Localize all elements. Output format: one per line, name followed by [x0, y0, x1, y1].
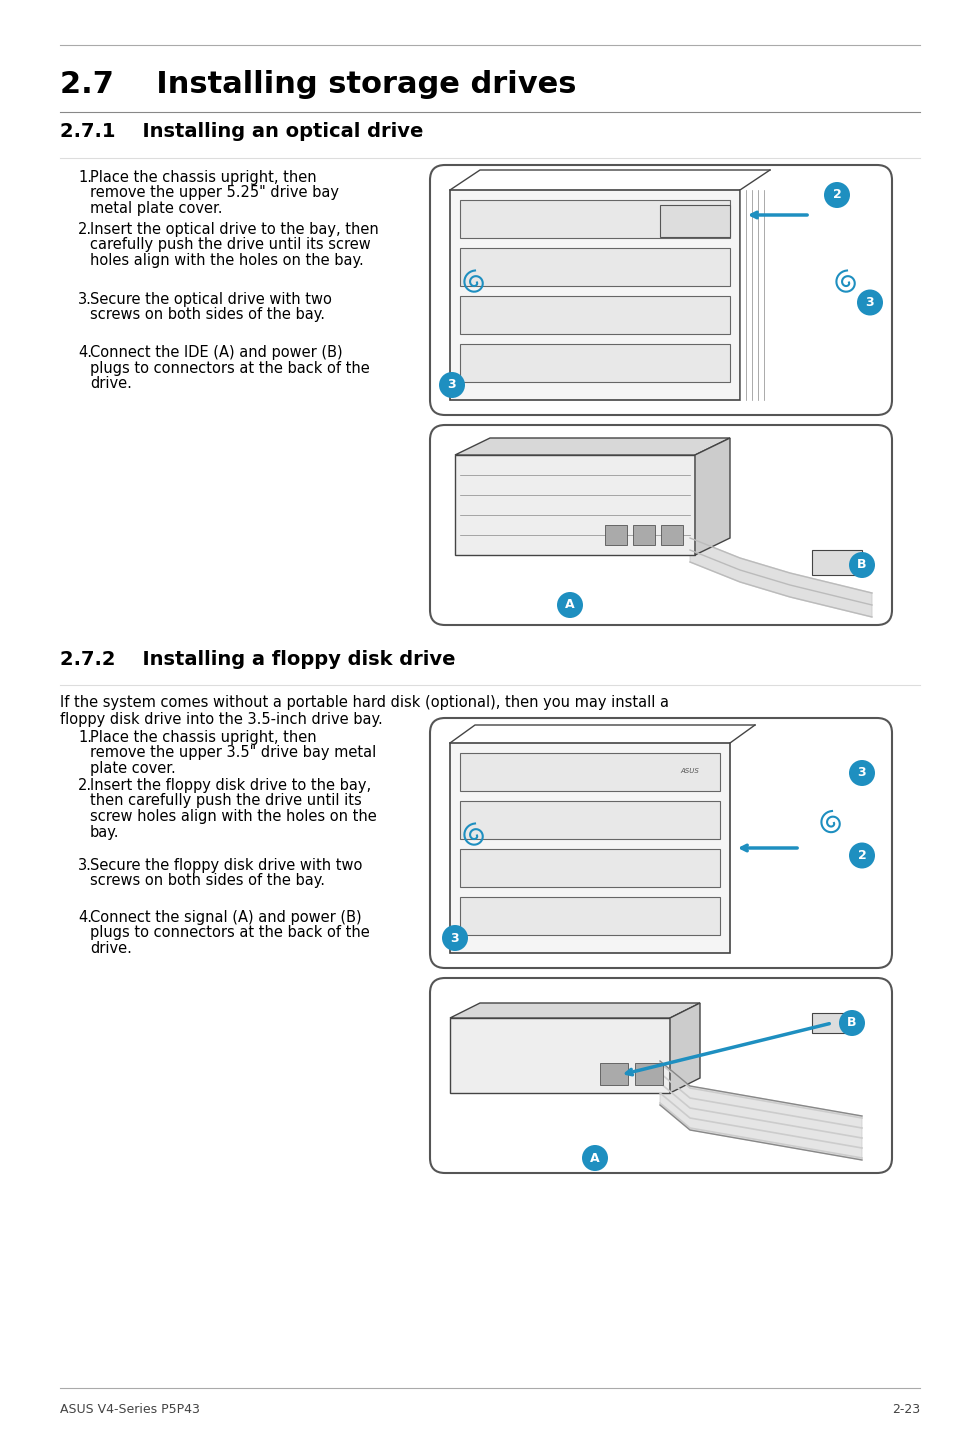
Circle shape — [581, 1145, 607, 1171]
Text: B: B — [857, 558, 866, 571]
Circle shape — [848, 761, 874, 787]
Text: 2.7    Installing storage drives: 2.7 Installing storage drives — [60, 70, 576, 99]
Text: metal plate cover.: metal plate cover. — [90, 201, 222, 216]
Text: 3: 3 — [447, 378, 456, 391]
Text: Place the chassis upright, then: Place the chassis upright, then — [90, 170, 316, 186]
FancyBboxPatch shape — [430, 165, 891, 416]
Polygon shape — [669, 1002, 700, 1093]
Bar — [660, 525, 682, 545]
Text: plugs to connectors at the back of the: plugs to connectors at the back of the — [90, 361, 370, 375]
Polygon shape — [689, 538, 871, 617]
FancyBboxPatch shape — [430, 426, 891, 626]
Text: A: A — [564, 598, 575, 611]
Text: remove the upper 5.25" drive bay: remove the upper 5.25" drive bay — [90, 186, 338, 200]
Text: 2: 2 — [832, 188, 841, 201]
Text: 2-23: 2-23 — [891, 1403, 919, 1416]
Text: plate cover.: plate cover. — [90, 761, 175, 777]
Text: bay.: bay. — [90, 824, 119, 840]
Text: 1.: 1. — [78, 170, 91, 186]
Bar — [459, 200, 729, 239]
Text: 4.: 4. — [78, 345, 91, 360]
Polygon shape — [450, 1002, 700, 1018]
Text: screws on both sides of the bay.: screws on both sides of the bay. — [90, 873, 325, 889]
Text: 2.7.2    Installing a floppy disk drive: 2.7.2 Installing a floppy disk drive — [60, 650, 455, 669]
Bar — [659, 206, 729, 237]
Text: then carefully push the drive until its: then carefully push the drive until its — [90, 794, 361, 808]
Text: Connect the IDE (A) and power (B): Connect the IDE (A) and power (B) — [90, 345, 342, 360]
Bar — [459, 344, 729, 383]
Text: A: A — [590, 1152, 599, 1165]
Bar — [459, 296, 729, 334]
Text: ASUS V4-Series P5P43: ASUS V4-Series P5P43 — [60, 1403, 200, 1416]
Text: 2.: 2. — [78, 221, 92, 237]
Text: 2.7.1    Installing an optical drive: 2.7.1 Installing an optical drive — [60, 122, 423, 141]
Text: drive.: drive. — [90, 940, 132, 956]
Text: If the system comes without a portable hard disk (optional), then you may instal: If the system comes without a portable h… — [60, 695, 668, 710]
Circle shape — [856, 289, 882, 315]
Polygon shape — [659, 1061, 862, 1160]
Text: 3: 3 — [857, 766, 865, 779]
Text: 2.: 2. — [78, 778, 92, 792]
Bar — [633, 525, 655, 545]
FancyBboxPatch shape — [430, 718, 891, 968]
Circle shape — [848, 552, 874, 578]
Text: 3.: 3. — [78, 292, 91, 306]
Bar — [450, 743, 729, 953]
Bar — [455, 454, 695, 555]
Text: remove the upper 3.5" drive bay metal: remove the upper 3.5" drive bay metal — [90, 745, 375, 761]
Text: 3: 3 — [864, 296, 873, 309]
Text: holes align with the holes on the bay.: holes align with the holes on the bay. — [90, 253, 363, 267]
Text: plugs to connectors at the back of the: plugs to connectors at the back of the — [90, 926, 370, 940]
Text: carefully push the drive until its screw: carefully push the drive until its screw — [90, 237, 371, 253]
Text: Insert the optical drive to the bay, then: Insert the optical drive to the bay, the… — [90, 221, 378, 237]
Bar — [459, 848, 720, 887]
Text: floppy disk drive into the 3.5-inch drive bay.: floppy disk drive into the 3.5-inch driv… — [60, 712, 382, 728]
Bar — [604, 525, 626, 545]
Circle shape — [823, 183, 849, 209]
Circle shape — [848, 843, 874, 869]
Text: 4.: 4. — [78, 910, 91, 925]
FancyBboxPatch shape — [430, 978, 891, 1173]
Text: 2: 2 — [857, 848, 865, 861]
Bar — [459, 897, 720, 935]
Text: drive.: drive. — [90, 375, 132, 391]
Bar — [459, 247, 729, 286]
Circle shape — [438, 372, 464, 398]
Text: Connect the signal (A) and power (B): Connect the signal (A) and power (B) — [90, 910, 361, 925]
Circle shape — [441, 925, 468, 951]
Circle shape — [838, 1009, 864, 1035]
Text: ASUS: ASUS — [679, 768, 699, 774]
Bar — [811, 1012, 856, 1032]
Text: Secure the optical drive with two: Secure the optical drive with two — [90, 292, 332, 306]
Polygon shape — [455, 439, 729, 454]
Text: Insert the floppy disk drive to the bay,: Insert the floppy disk drive to the bay, — [90, 778, 371, 792]
Text: 1.: 1. — [78, 731, 91, 745]
Text: 3: 3 — [450, 932, 458, 945]
Circle shape — [557, 592, 582, 618]
Text: Secure the floppy disk drive with two: Secure the floppy disk drive with two — [90, 858, 362, 873]
Bar — [450, 190, 740, 400]
Bar — [450, 1018, 669, 1093]
Text: 3.: 3. — [78, 858, 91, 873]
Polygon shape — [695, 439, 729, 555]
Bar — [635, 1063, 662, 1086]
Bar — [459, 801, 720, 838]
Text: B: B — [846, 1017, 856, 1030]
Bar — [811, 549, 862, 575]
Text: Place the chassis upright, then: Place the chassis upright, then — [90, 731, 316, 745]
Bar — [599, 1063, 627, 1086]
Text: screws on both sides of the bay.: screws on both sides of the bay. — [90, 308, 325, 322]
Bar — [459, 754, 720, 791]
Text: screw holes align with the holes on the: screw holes align with the holes on the — [90, 810, 376, 824]
